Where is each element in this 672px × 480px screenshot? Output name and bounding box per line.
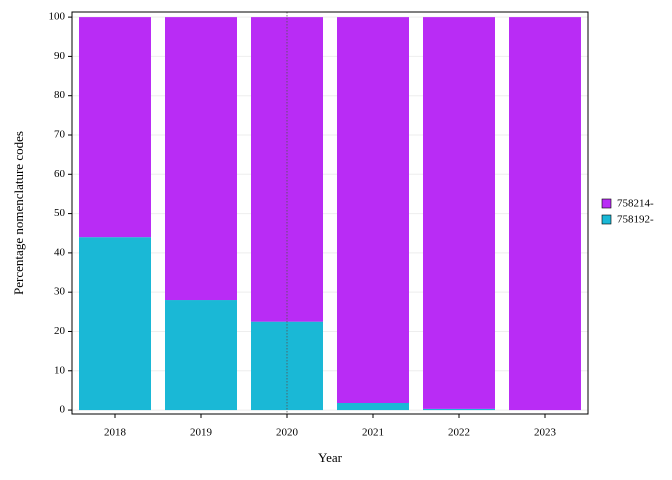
bar-segment (509, 17, 581, 411)
legend-label: 758192- (617, 214, 654, 226)
legend-swatch (601, 214, 612, 225)
y-tick-label: 20 (54, 325, 66, 337)
x-tick-label: 2019 (190, 427, 213, 439)
bar-segment (423, 17, 495, 409)
y-tick-label: 90 (54, 50, 66, 62)
y-axis-title: Percentage nomenclature codes (11, 131, 26, 295)
bar-segment (337, 402, 409, 411)
x-tick-label: 2018 (104, 427, 127, 439)
bar-segment (423, 408, 495, 411)
bar-segment (165, 17, 237, 301)
x-tick-label: 2020 (276, 427, 299, 439)
y-tick-label: 60 (54, 168, 66, 180)
y-tick-label: 70 (54, 129, 66, 141)
legend-label: 758214- (617, 198, 654, 210)
plot-frame (71, 11, 589, 415)
y-tick-label: 100 (49, 11, 66, 23)
y-tick-label: 50 (54, 207, 66, 219)
legend-swatch (601, 198, 612, 209)
y-tick-label: 80 (54, 89, 66, 101)
y-tick-label: 30 (54, 286, 66, 298)
bar-segment (337, 17, 409, 403)
y-tick-label: 10 (54, 364, 66, 376)
bar-segment (79, 17, 151, 238)
y-tick-label: 40 (54, 246, 66, 258)
x-axis-title: Year (318, 450, 343, 465)
y-tick-label: 0 (60, 404, 66, 416)
x-tick-label: 2023 (534, 427, 557, 439)
bar-segment (165, 300, 237, 411)
x-tick-label: 2022 (448, 427, 470, 439)
bar-segment (79, 237, 151, 411)
x-tick-label: 2021 (362, 427, 384, 439)
